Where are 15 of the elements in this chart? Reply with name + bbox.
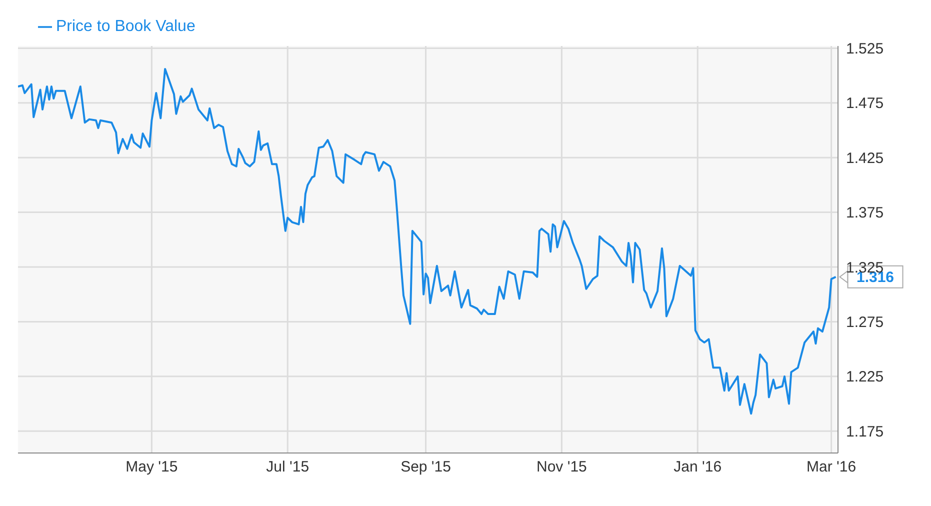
y-tick-label: 1.525 (846, 40, 884, 58)
x-tick-label: Sep '15 (400, 458, 451, 476)
y-tick-label: 1.225 (846, 368, 884, 386)
x-tick-label: Jan '16 (674, 458, 722, 476)
x-tick-label: Nov '15 (536, 458, 587, 476)
x-tick-label: May '15 (126, 458, 178, 476)
x-tick-label: Mar '16 (806, 458, 856, 476)
y-tick-label: 1.475 (846, 95, 884, 112)
y-tick-label: 1.375 (846, 204, 884, 222)
line-series (18, 68, 837, 415)
y-tick-label: 1.175 (846, 423, 884, 440)
y-tick-label: 1.275 (846, 314, 884, 332)
legend-label: Price to Book Value (56, 18, 196, 35)
y-tick-label: 1.425 (846, 150, 884, 167)
x-tick-label: Jul '15 (266, 458, 310, 476)
